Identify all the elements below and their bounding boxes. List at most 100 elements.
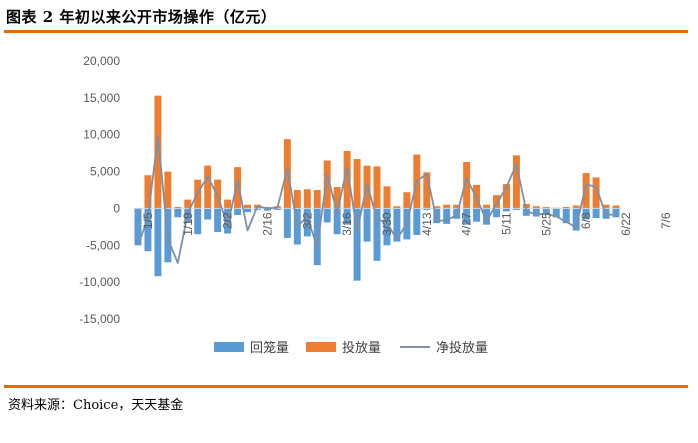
bar-withdraw bbox=[313, 208, 321, 266]
bar-withdraw bbox=[144, 208, 152, 252]
bar-inject bbox=[174, 206, 182, 209]
bar-withdraw bbox=[542, 208, 550, 216]
bar-withdraw bbox=[493, 208, 500, 218]
x-tick-label: 1/5 bbox=[141, 212, 155, 229]
bar-withdraw bbox=[214, 208, 222, 233]
bar-inject bbox=[393, 206, 401, 209]
bar-withdraw bbox=[512, 208, 520, 210]
bar-inject bbox=[234, 167, 242, 209]
legend: 回笼量 投放量 净投放量 bbox=[214, 340, 488, 356]
bar-inject bbox=[612, 205, 620, 209]
bar-withdraw bbox=[423, 208, 431, 210]
bar-withdraw bbox=[373, 208, 381, 261]
y-tick-label: -10,000 bbox=[79, 275, 120, 289]
bar-withdraw bbox=[393, 208, 401, 242]
x-tick-label: 6/8 bbox=[579, 212, 593, 229]
x-tick-label: 3/2 bbox=[300, 212, 314, 229]
bar-withdraw bbox=[532, 208, 540, 217]
bar-inject bbox=[542, 206, 550, 209]
bar-inject bbox=[512, 155, 520, 209]
legend-label-net: 净投放量 bbox=[436, 340, 488, 356]
bar-inject bbox=[453, 204, 461, 209]
bar-inject bbox=[443, 204, 451, 209]
y-tick-label: 0 bbox=[113, 201, 120, 215]
bar-inject bbox=[522, 204, 530, 209]
legend-label-inject: 投放量 bbox=[342, 340, 381, 356]
bar-withdraw bbox=[612, 208, 620, 218]
legend-swatch-withdraw bbox=[214, 342, 244, 352]
bar-inject bbox=[423, 172, 431, 209]
bar-withdraw bbox=[283, 208, 291, 238]
bar-withdraw bbox=[592, 208, 600, 219]
bar-inject bbox=[373, 166, 381, 209]
bar-withdraw bbox=[572, 208, 580, 231]
source-divider bbox=[4, 385, 688, 388]
legend-label-withdraw: 回笼量 bbox=[250, 340, 289, 356]
bar-inject bbox=[403, 192, 411, 209]
bar-withdraw bbox=[234, 208, 242, 216]
x-tick-label: 3/16 bbox=[340, 212, 354, 236]
bar-inject bbox=[244, 204, 252, 209]
x-tick-label: 3/30 bbox=[380, 212, 394, 236]
bar-withdraw bbox=[263, 208, 271, 211]
net-injection-line bbox=[137, 135, 617, 264]
bar-withdraw bbox=[323, 208, 331, 223]
bar-withdraw bbox=[154, 208, 162, 277]
bar-inject bbox=[493, 195, 500, 209]
x-axis: 1/5 1/19 2/2 2/16 3/2 3/16 3/30 4/13 4/27 5/11 5/2… bbox=[141, 212, 673, 236]
bar-withdraw bbox=[363, 208, 371, 242]
x-tick-label: 5/11 bbox=[499, 212, 513, 235]
bar-withdraw bbox=[433, 208, 441, 224]
x-tick-label: 6/22 bbox=[619, 212, 633, 236]
bar-withdraw bbox=[353, 208, 361, 281]
bar-inject bbox=[333, 187, 341, 209]
x-tick-label: 4/13 bbox=[420, 212, 434, 236]
bar-inject bbox=[502, 184, 510, 209]
bar-inject bbox=[572, 205, 580, 209]
bar-withdraw bbox=[224, 208, 232, 234]
bar-inject bbox=[164, 171, 172, 209]
x-tick-label: 1/19 bbox=[181, 212, 195, 236]
bar-inject bbox=[562, 206, 570, 209]
bar-withdraw bbox=[443, 208, 451, 224]
bar-inject bbox=[463, 161, 471, 209]
plot-area bbox=[133, 95, 621, 281]
bar-inject bbox=[532, 206, 540, 209]
y-tick-label: 5,000 bbox=[90, 165, 120, 179]
y-tick-label: -15,000 bbox=[79, 312, 120, 326]
y-tick-label: 20,000 bbox=[83, 54, 120, 68]
bar-withdraw bbox=[134, 208, 142, 246]
bar-withdraw bbox=[204, 208, 212, 220]
y-tick-label: -5,000 bbox=[86, 238, 120, 252]
bar-inject bbox=[283, 139, 291, 209]
bar-withdraw bbox=[562, 208, 570, 224]
bar-withdraw bbox=[244, 208, 252, 213]
chart: 20,000 15,000 10,000 5,000 0 -5,000 -10,000 -15… bbox=[79, 54, 673, 356]
bar-inject bbox=[144, 175, 152, 209]
bar-inject bbox=[293, 190, 301, 209]
x-tick-label: 2/2 bbox=[221, 212, 235, 229]
figure-title: 图表 2 年初以来公开市场操作（亿元） bbox=[6, 8, 277, 26]
bar-withdraw bbox=[463, 208, 471, 225]
bar-inject bbox=[313, 190, 321, 209]
bar-inject bbox=[353, 159, 361, 209]
y-axis: 20,000 15,000 10,000 5,000 0 -5,000 -10,000 -15… bbox=[79, 54, 120, 326]
bar-withdraw bbox=[383, 208, 391, 246]
x-tick-label: 7/6 bbox=[659, 212, 673, 229]
x-tick-label: 5/25 bbox=[539, 212, 553, 236]
bar-inject bbox=[433, 206, 441, 209]
bar-withdraw bbox=[194, 208, 202, 235]
bar-withdraw bbox=[483, 208, 491, 225]
bar-inject bbox=[383, 186, 391, 209]
bar-withdraw bbox=[303, 208, 311, 237]
title-divider bbox=[4, 30, 688, 33]
bar-inject bbox=[154, 95, 162, 209]
x-tick-label: 2/16 bbox=[260, 212, 274, 236]
bar-inject bbox=[483, 204, 491, 209]
bar-inject bbox=[602, 204, 610, 209]
bar-inject bbox=[303, 189, 311, 209]
bar-withdraw bbox=[552, 208, 560, 218]
bar-inject bbox=[592, 177, 600, 209]
bar-withdraw bbox=[502, 208, 510, 212]
bar-withdraw bbox=[413, 208, 421, 235]
